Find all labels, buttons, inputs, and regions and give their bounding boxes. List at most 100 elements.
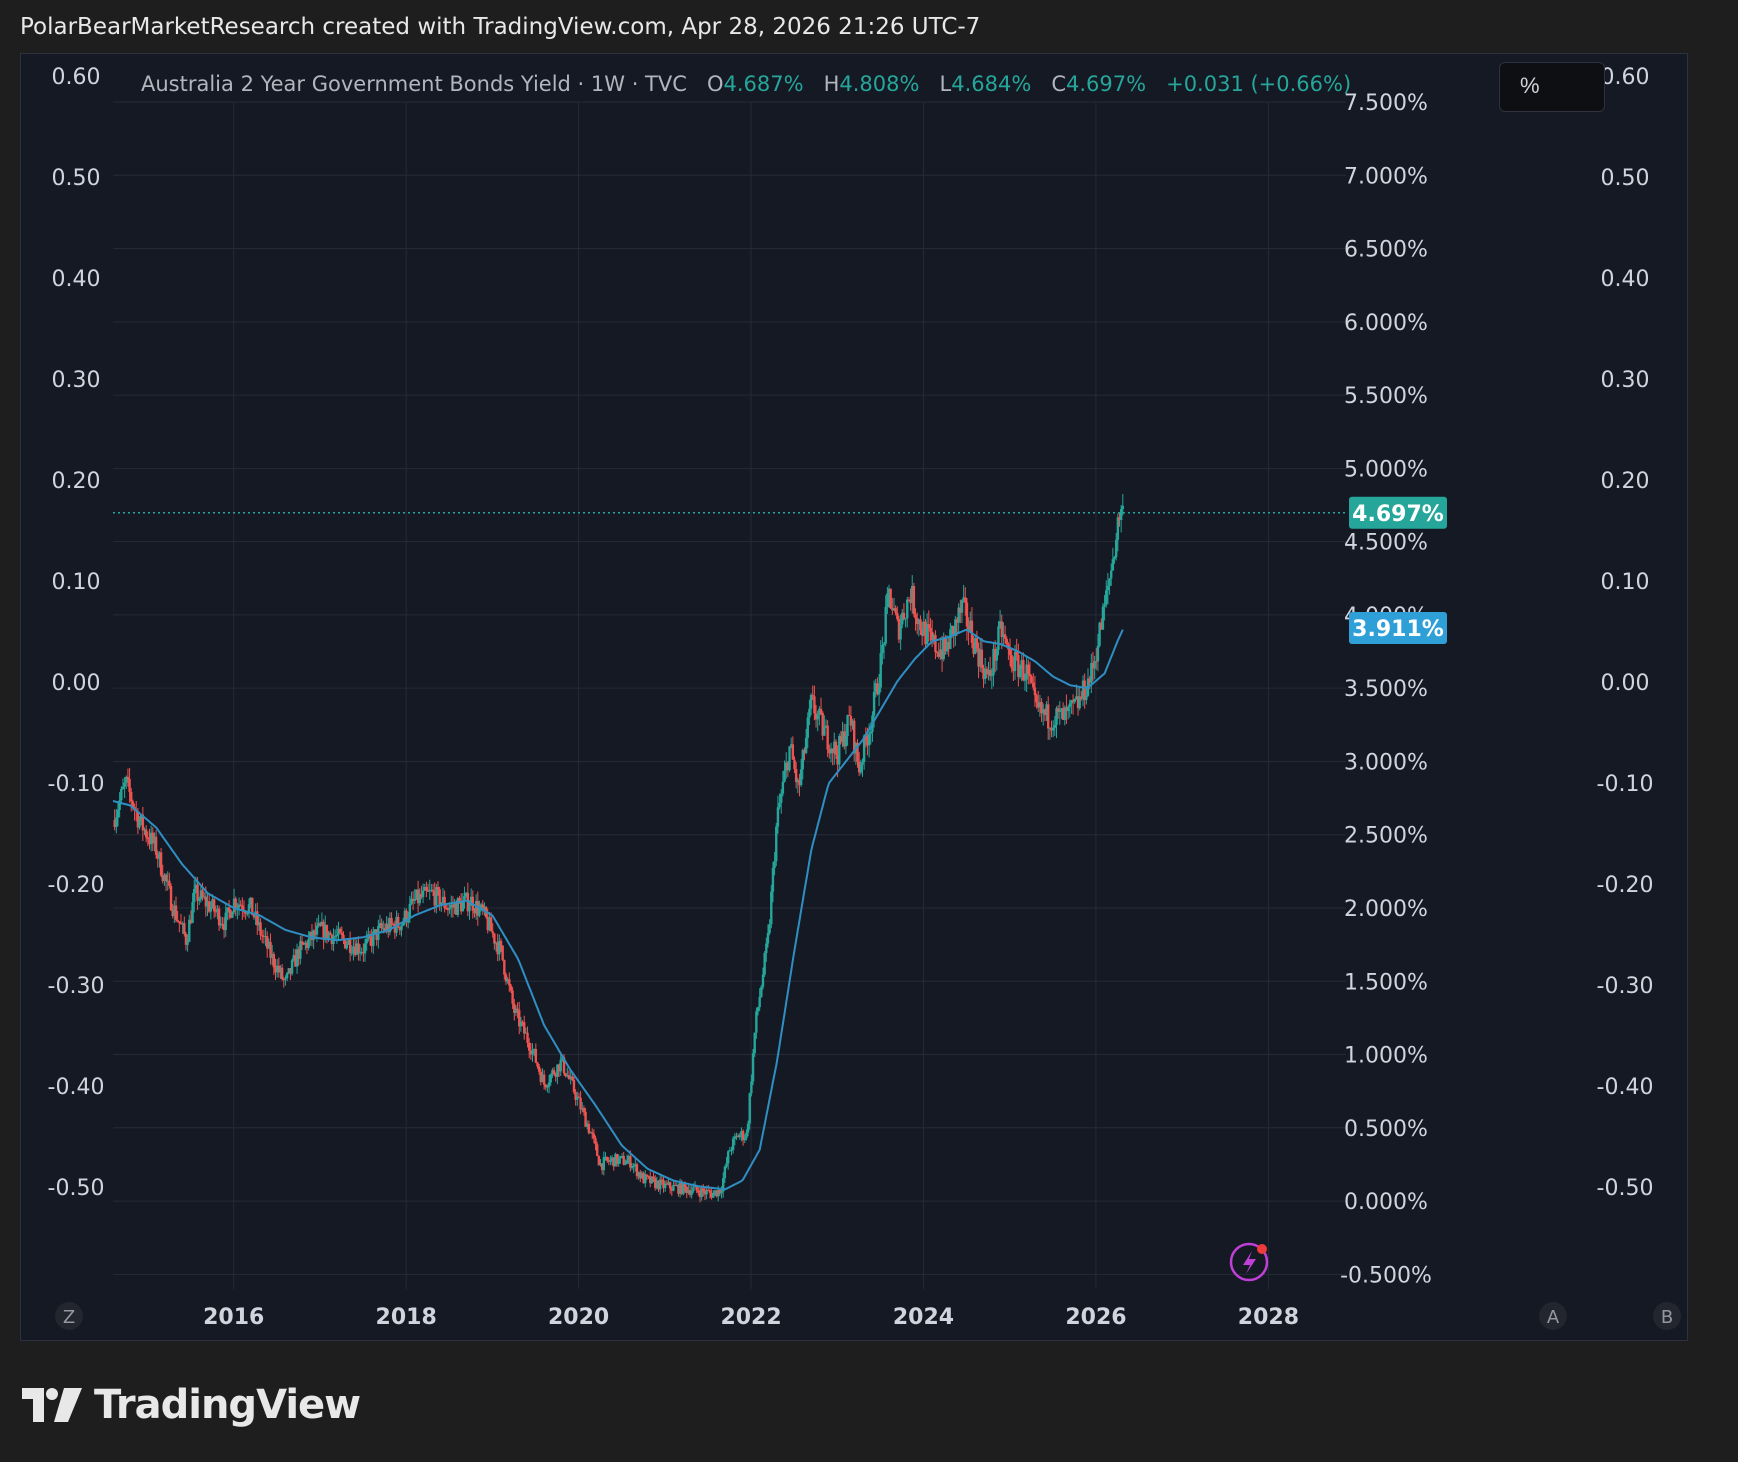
candle-body xyxy=(586,1123,589,1127)
candle-body xyxy=(493,933,496,944)
candle-body xyxy=(576,1096,579,1100)
candle-body xyxy=(479,904,483,909)
price-badges: 4.697% 3.911% xyxy=(1349,496,1447,644)
candle-body xyxy=(780,793,783,803)
candle-body xyxy=(247,904,251,914)
candle-body xyxy=(773,861,776,868)
candle-body xyxy=(516,1008,519,1011)
candle-body xyxy=(126,776,130,779)
candle-body xyxy=(319,923,322,926)
candle-body xyxy=(595,1144,599,1156)
candle-body xyxy=(378,923,382,926)
candle-body xyxy=(1055,708,1058,726)
candle-body xyxy=(692,1187,695,1192)
candle-body xyxy=(693,1185,697,1188)
candle-body xyxy=(801,749,804,770)
candle-body xyxy=(1056,708,1060,712)
candle-body xyxy=(1068,703,1071,707)
candle-body xyxy=(642,1173,645,1184)
candle-body xyxy=(945,642,949,652)
candle-body xyxy=(491,931,494,934)
candle-body xyxy=(587,1123,591,1134)
price-tick-label: 7.000% xyxy=(1344,164,1428,189)
candle-body xyxy=(1078,696,1081,709)
candle-body xyxy=(430,889,433,891)
candle-body xyxy=(581,1108,584,1110)
candle-body xyxy=(924,621,927,645)
candle-body xyxy=(138,820,141,828)
candle-body xyxy=(179,923,183,925)
candle-body xyxy=(385,923,388,931)
candle-body xyxy=(403,910,407,923)
candle-body xyxy=(980,649,984,668)
candle-body xyxy=(920,630,924,636)
candle-body xyxy=(1119,509,1123,520)
candle-body xyxy=(627,1156,630,1161)
candle-body xyxy=(204,896,208,907)
candle-body xyxy=(181,923,184,925)
svg-text:B: B xyxy=(1661,1307,1673,1328)
lightning-icon[interactable] xyxy=(1229,1242,1269,1282)
candle-body xyxy=(589,1132,592,1134)
candle-body xyxy=(125,776,128,783)
candle-body xyxy=(715,1190,718,1197)
candle-body xyxy=(256,911,259,926)
z-button[interactable]: Z xyxy=(55,1302,83,1330)
candle-body xyxy=(584,1111,587,1127)
open-label: O xyxy=(706,72,724,96)
a-button[interactable]: A xyxy=(1539,1302,1567,1330)
candle-body xyxy=(257,922,261,926)
candle-body xyxy=(340,932,344,935)
candle-body xyxy=(1060,708,1063,711)
candle-body xyxy=(329,932,332,935)
chart-panel[interactable]: 0.60 0.60 0.50 0.50 0.40 0.40 0.30 0.30 0.20 0.20… xyxy=(20,53,1688,1341)
candle-body xyxy=(463,896,466,901)
price-chart[interactable]: 0.60 0.60 0.50 0.50 0.40 0.40 0.30 0.30 0.20 0.20… xyxy=(21,54,1689,1342)
candle-body xyxy=(940,649,944,660)
candle-body xyxy=(425,887,428,891)
candle-body xyxy=(350,952,353,954)
candle-body xyxy=(841,731,844,742)
candle-body xyxy=(207,901,211,912)
candle-body xyxy=(397,916,400,927)
candle-body xyxy=(987,670,990,675)
candle-body xyxy=(683,1183,687,1187)
candle-body xyxy=(925,624,929,645)
candle-body xyxy=(209,906,213,912)
far-right-tick-label: -0.20 xyxy=(1597,873,1654,898)
candle-body xyxy=(458,898,461,902)
candle-body xyxy=(778,802,781,808)
candle-body xyxy=(1025,664,1028,680)
candle-body xyxy=(917,619,921,625)
candle-body xyxy=(612,1157,615,1167)
candle-body xyxy=(663,1183,667,1189)
candle-body xyxy=(985,668,989,675)
candle-body xyxy=(741,1131,745,1141)
candle-body xyxy=(476,901,479,916)
candle-body xyxy=(922,621,926,636)
candle-body xyxy=(781,781,785,794)
candle-body xyxy=(1071,700,1075,703)
candle-body xyxy=(380,923,383,929)
b-button[interactable]: B xyxy=(1653,1302,1681,1330)
candle-body xyxy=(302,942,305,945)
candle-body xyxy=(292,955,295,961)
candle-body xyxy=(456,898,460,915)
candle-body xyxy=(1038,702,1042,708)
candle-body xyxy=(509,985,513,991)
candle-body xyxy=(221,923,224,925)
candle-body xyxy=(322,921,325,940)
candle-body xyxy=(695,1185,698,1191)
candle-body xyxy=(861,761,864,765)
candle-body xyxy=(357,943,360,954)
candle-body xyxy=(508,979,511,986)
candle-body xyxy=(862,735,866,762)
candle-body xyxy=(355,943,358,955)
candle-body xyxy=(519,1021,523,1027)
candle-body xyxy=(1027,664,1030,675)
candle-body xyxy=(733,1136,737,1139)
candle-body xyxy=(937,652,940,657)
candle-body xyxy=(806,717,809,738)
candle-body xyxy=(266,936,269,949)
percent-scale-button[interactable]: % xyxy=(1499,62,1605,112)
